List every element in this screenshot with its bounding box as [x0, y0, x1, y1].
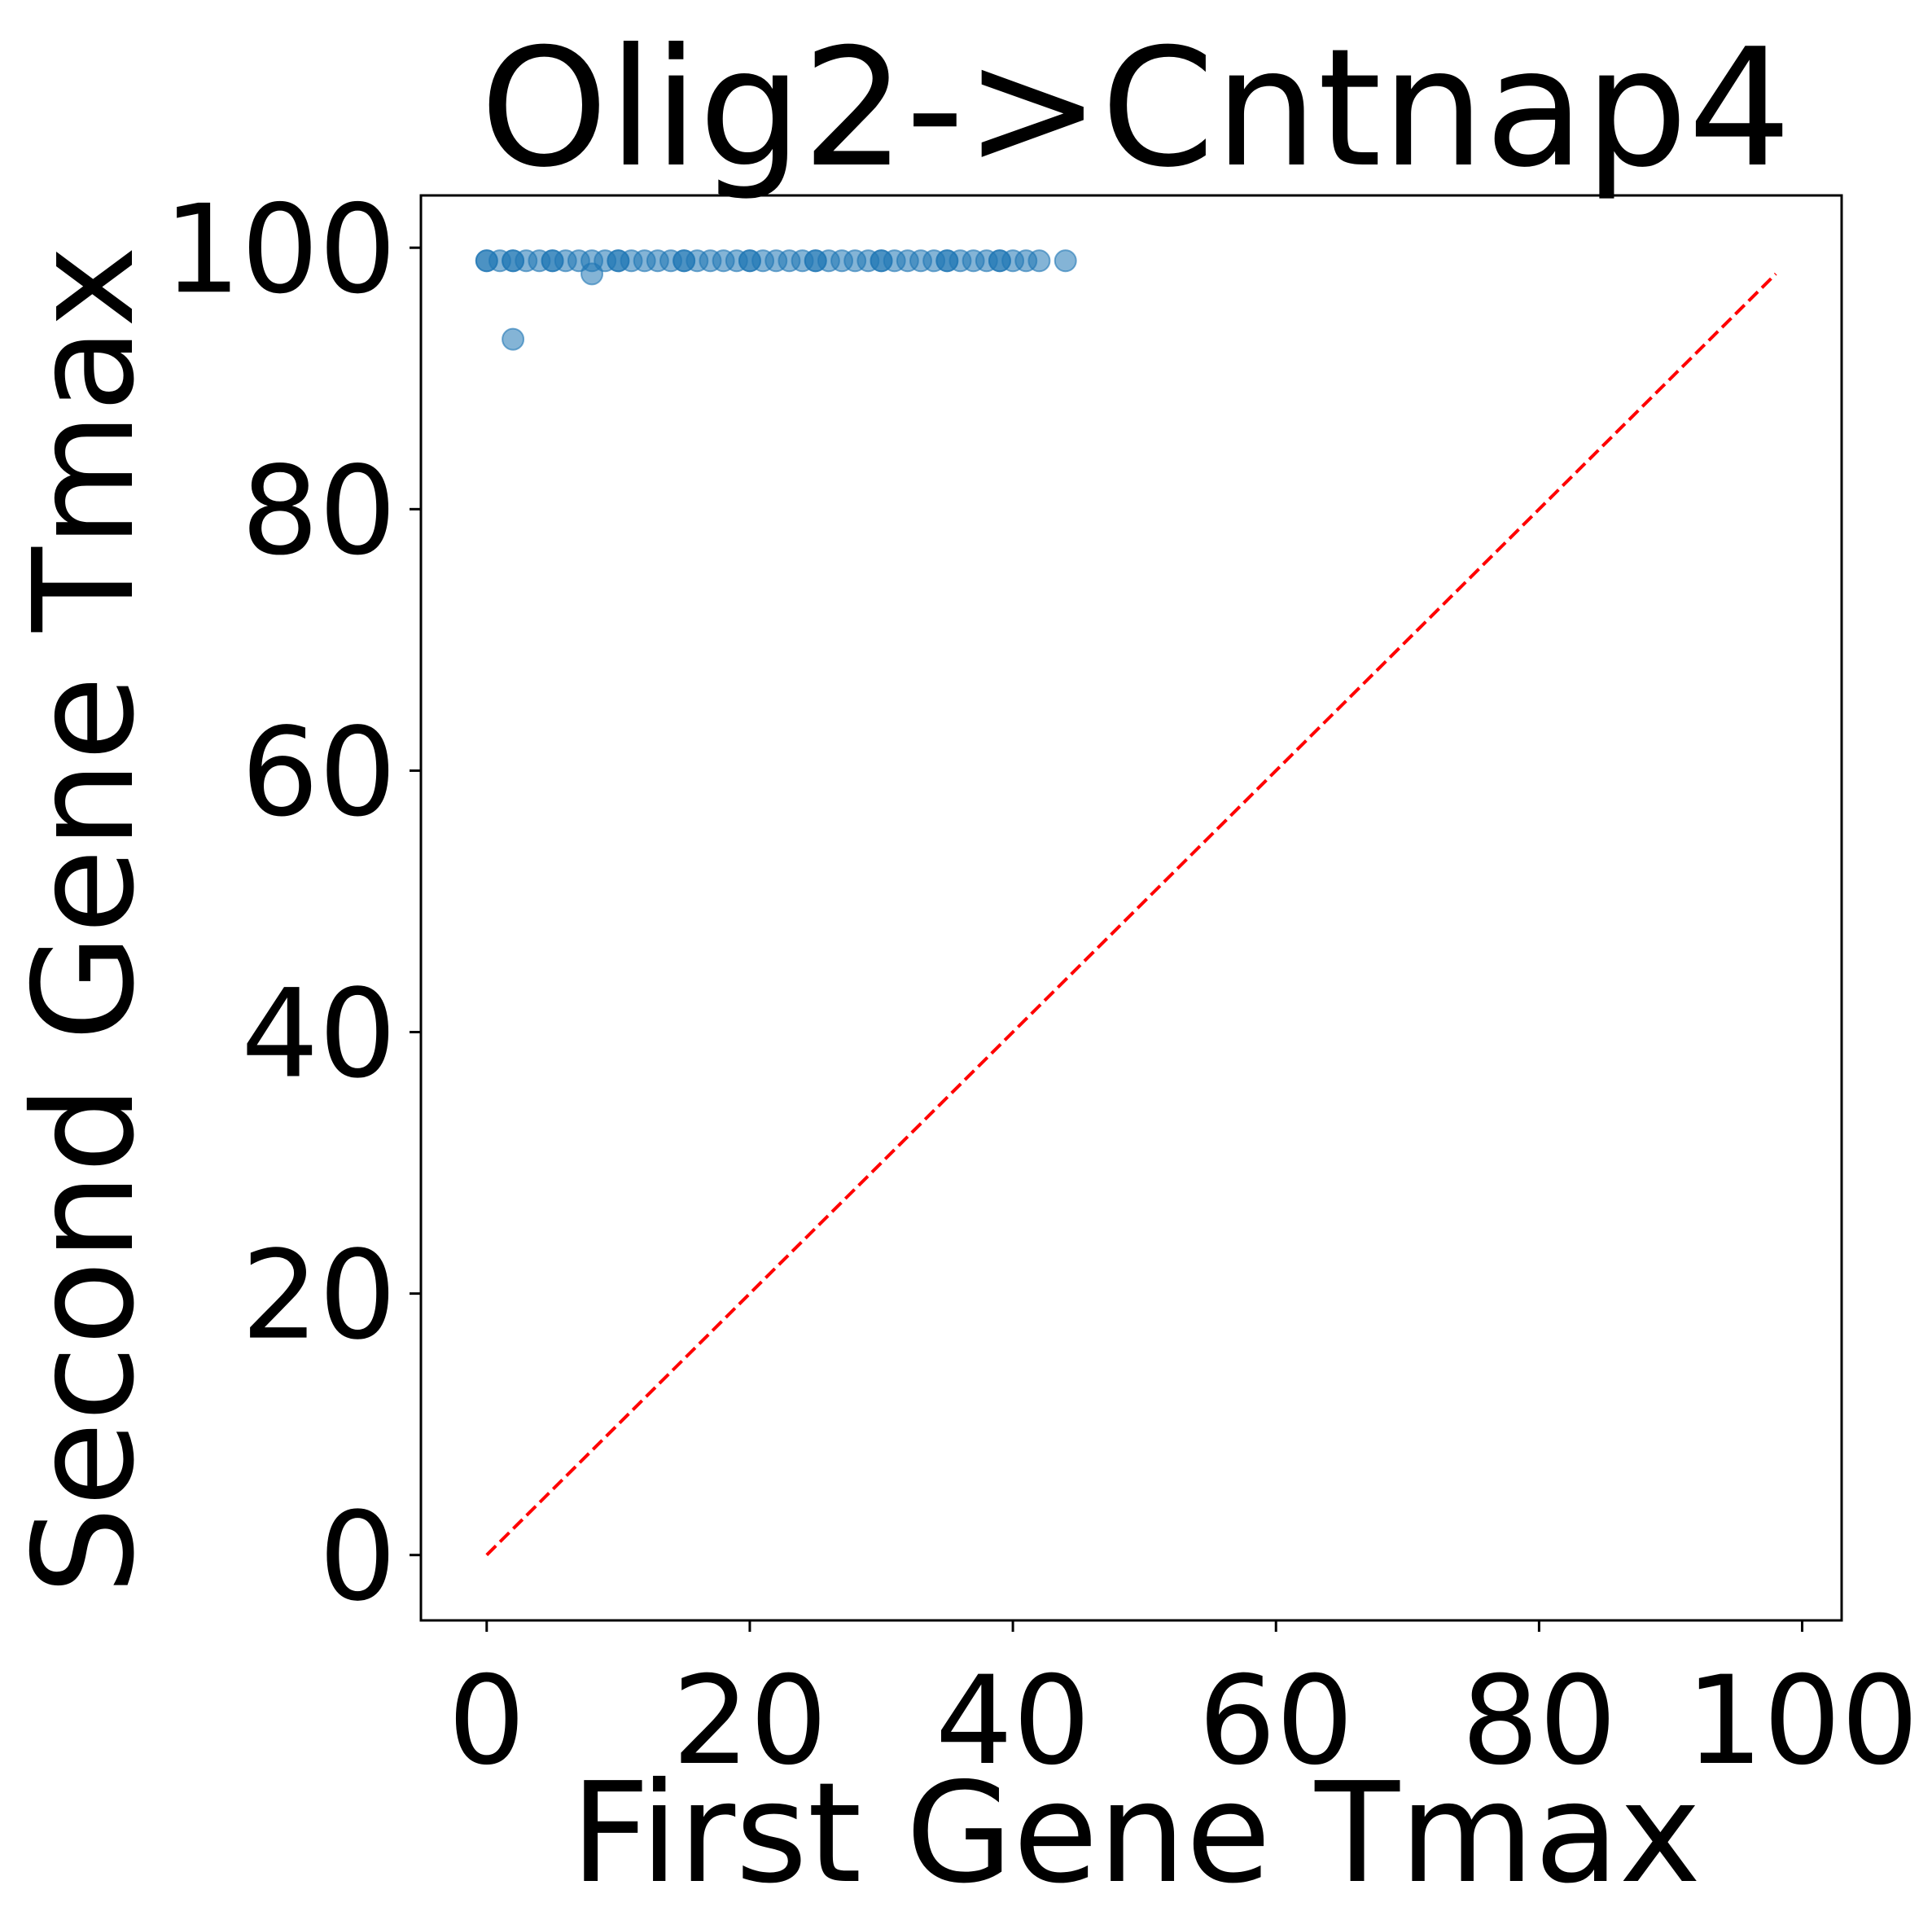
data-point — [935, 249, 959, 273]
plot-marks — [475, 249, 1777, 1557]
plot-frame — [419, 194, 1843, 1622]
y-tick-label: 60 — [241, 702, 396, 844]
y-tick-label: 80 — [241, 441, 396, 582]
y-tick-label: 100 — [164, 179, 396, 321]
y-tick-label: 40 — [241, 964, 396, 1106]
data-point — [475, 249, 498, 273]
data-point — [502, 327, 525, 351]
x-tick-label: 100 — [1685, 1651, 1918, 1792]
x-axis-label: First Gene Tmax — [571, 1753, 1702, 1914]
data-point — [1054, 249, 1077, 273]
x-tick-label: 80 — [1461, 1651, 1617, 1792]
chart-title: Olig2->Cntnap4 — [480, 14, 1792, 204]
data-point — [804, 249, 827, 273]
y-axis-label: Second Gene Tmax — [4, 246, 165, 1595]
x-tick-label: 20 — [672, 1651, 827, 1792]
y-tick-label: 20 — [241, 1225, 396, 1367]
data-point — [1027, 249, 1051, 273]
data-point — [870, 249, 893, 273]
reference-diagonal-line — [485, 272, 1777, 1557]
data-point — [738, 249, 761, 273]
x-tick-label: 0 — [448, 1651, 525, 1792]
data-point — [672, 249, 696, 273]
x-tick-label: 60 — [1198, 1651, 1354, 1792]
data-point — [607, 249, 630, 273]
x-tick-label: 40 — [935, 1651, 1091, 1792]
data-point — [541, 249, 564, 273]
data-point — [502, 249, 525, 273]
data-point — [580, 262, 604, 286]
y-tick-label: 0 — [319, 1487, 396, 1629]
axis-ticks: 0 20 40 60 80 100 0 20 40 60 80 100 — [164, 179, 1919, 1792]
data-point — [988, 249, 1011, 273]
